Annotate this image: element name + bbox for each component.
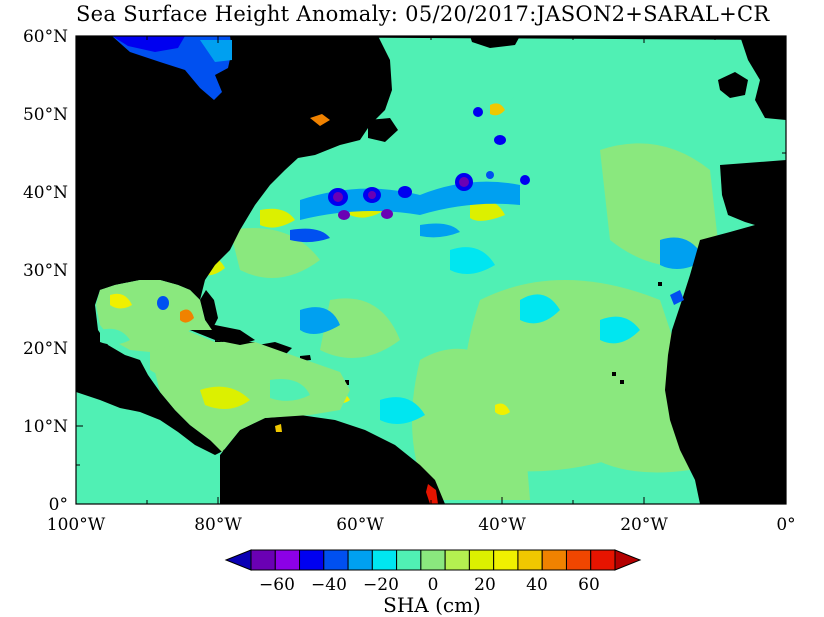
colorbar-swatch [323, 549, 349, 571]
x-tick-label: 100°W [47, 515, 106, 535]
latitude-axis: 60°N 50°N 40°N 30°N 20°N 10°N 0° [23, 27, 786, 515]
y-tick-label: 50°N [23, 105, 68, 125]
colorbar-swatch [347, 549, 373, 571]
y-tick-label: 60°N [23, 27, 68, 47]
x-tick-label: 60°W [336, 515, 384, 535]
colorbar-tick-label: 40 [526, 575, 548, 595]
gulf-stream-eddies [157, 107, 530, 310]
colorbar-swatch [396, 549, 422, 571]
x-tick-label: 20°W [620, 515, 668, 535]
land-masses [76, 36, 786, 504]
x-tick-label: 0° [776, 515, 795, 535]
colorbar-swatch [590, 549, 616, 571]
colorbar-tick-label: 0 [428, 575, 439, 595]
colorbar-low-arrow [224, 549, 252, 571]
colorbar-swatch [420, 549, 446, 571]
y-tick-label: 0° [49, 495, 68, 515]
y-tick-label: 10°N [23, 417, 68, 437]
gulf-caribbean-water [96, 280, 350, 452]
x-tick-label: 40°W [478, 515, 526, 535]
colorbar [224, 549, 642, 571]
x-tick-label: 80°W [194, 515, 242, 535]
y-tick-label: 20°N [23, 339, 68, 359]
y-tick-label: 40°N [23, 183, 68, 203]
colorbar-tick-label: −60 [259, 575, 295, 595]
colorbar-swatch [468, 549, 495, 571]
colorbar-swatch [565, 549, 592, 571]
longitude-axis: 100°W 80°W 60°W 40°W 20°W 0° [47, 36, 796, 535]
colorbar-tick-label: 60 [578, 575, 600, 595]
colorbar-swatch [517, 549, 543, 571]
map-plot-area [76, 36, 786, 504]
colorbar-swatch [371, 549, 398, 571]
figure-title: Sea Surface Height Anomaly: 05/20/2017:J… [76, 2, 770, 26]
colorbar-swatch [444, 549, 470, 571]
colorbar-swatch [541, 549, 567, 571]
colorbar-title: SHA (cm) [383, 593, 481, 617]
colorbar-tick-label: −20 [363, 575, 399, 595]
y-tick-label: 30°N [23, 261, 68, 281]
colorbar-swatch [250, 549, 276, 571]
colorbar-swatch [274, 549, 301, 571]
coastal-highlights [275, 114, 684, 504]
colorbar-high-arrow [614, 549, 642, 571]
colorbar-tick-label: 20 [474, 575, 496, 595]
colorbar-tick-labels: −60 −40 −20 0 20 40 60 [259, 575, 600, 595]
hudson-bay-anomaly [112, 36, 232, 100]
colorbar-swatch [493, 549, 519, 571]
colorbar-swatch [299, 549, 325, 571]
colorbar-tick-label: −40 [311, 575, 347, 595]
